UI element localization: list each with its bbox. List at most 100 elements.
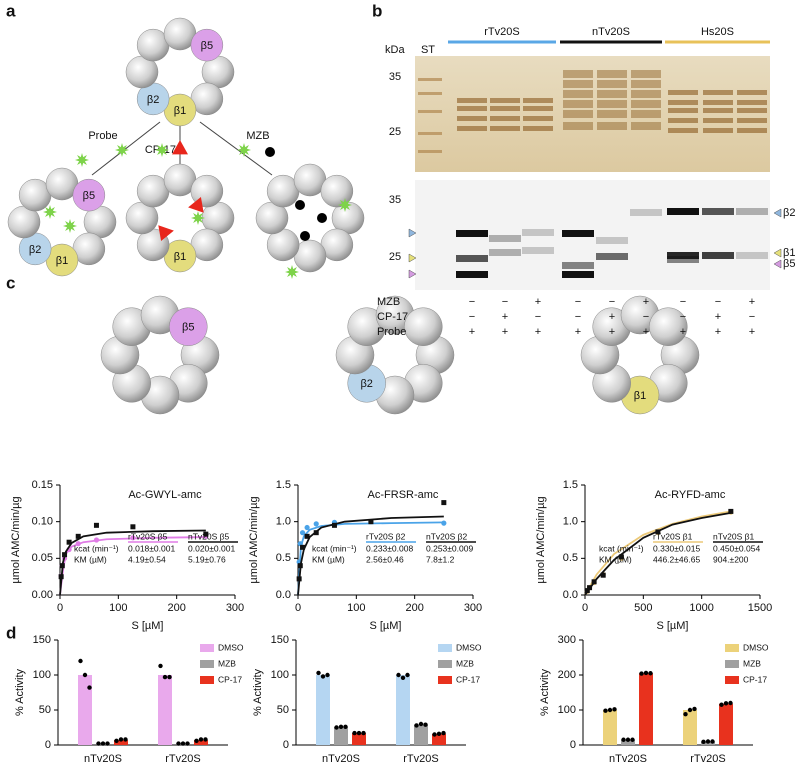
bar xyxy=(114,740,128,745)
gel-band xyxy=(597,90,627,98)
legend-label: DMSO xyxy=(218,642,244,652)
subunit-sphere xyxy=(649,307,688,346)
marker-label: 35 xyxy=(389,71,401,83)
x-tick-label: 0 xyxy=(582,602,588,614)
gel-band xyxy=(668,118,698,123)
y-axis-label: µmol AMC/min/µg xyxy=(10,496,22,583)
panel-label: d xyxy=(6,623,16,642)
row-cell: + xyxy=(715,326,721,338)
x-tick-label: 0 xyxy=(295,602,301,614)
ladder-band xyxy=(418,78,442,81)
replicate-dot xyxy=(710,739,715,744)
replicate-dot xyxy=(162,674,168,680)
data-point xyxy=(441,520,447,526)
replicate-dot xyxy=(405,672,410,678)
legend-label: MZB xyxy=(218,658,236,668)
gel-band xyxy=(667,256,699,263)
replicate-dot xyxy=(96,741,101,746)
y-tick-label: 300 xyxy=(558,634,576,646)
x-axis-label: S [µM] xyxy=(656,620,688,632)
gel-band xyxy=(631,70,661,78)
gel-band xyxy=(703,118,733,123)
row-cell: + xyxy=(609,326,615,338)
gel-band xyxy=(668,90,698,95)
x-tick-label: 1500 xyxy=(748,602,772,614)
probe-icon xyxy=(63,219,77,233)
replicate-dot xyxy=(630,737,635,742)
replicate-dot xyxy=(621,737,626,742)
y-tick-label: 100 xyxy=(271,669,289,681)
group-label: Hs20S xyxy=(701,26,734,38)
data-point xyxy=(368,519,374,525)
data-point xyxy=(618,554,624,560)
row-cell: + xyxy=(502,311,508,323)
data-point xyxy=(75,541,81,547)
subunit-sphere xyxy=(169,307,208,346)
y-tick-label: 0 xyxy=(570,739,576,751)
row-cell: + xyxy=(469,326,475,338)
legend-swatch xyxy=(725,644,739,652)
row-cell: + xyxy=(643,326,649,338)
fit-line xyxy=(584,511,731,596)
row-cell: + xyxy=(715,311,721,323)
subunit-label: β1 xyxy=(174,251,186,263)
gel-band xyxy=(456,255,488,262)
probe-icon xyxy=(43,205,57,219)
legend-label: CP-17 xyxy=(456,674,480,684)
row-cell: − xyxy=(643,311,649,323)
replicate-dot xyxy=(441,730,446,736)
x-tick-label: nTv20S xyxy=(322,753,360,765)
band-marker xyxy=(408,269,417,279)
replicate-dot xyxy=(418,721,424,727)
ladder-band xyxy=(418,132,442,135)
gel-band xyxy=(490,116,520,121)
replicate-dot xyxy=(82,672,88,678)
gel-band xyxy=(523,116,553,121)
ladder-band xyxy=(418,150,442,153)
replicate-dot xyxy=(203,737,208,742)
replicate-dot xyxy=(198,737,204,742)
replicate-dot xyxy=(343,724,348,729)
replicate-dot xyxy=(423,722,428,727)
x-tick-label: rTv20S xyxy=(403,753,438,765)
data-point xyxy=(297,563,303,569)
gel-band xyxy=(522,229,554,236)
gel-band xyxy=(562,230,594,237)
gel-band xyxy=(702,208,734,215)
y-tick-label: 1.5 xyxy=(563,479,578,491)
row-cell: + xyxy=(749,296,755,308)
replicate-dot xyxy=(352,730,357,736)
replicate-dot xyxy=(643,670,649,676)
legend-label: CP-17 xyxy=(743,674,767,684)
kinetic-value: 0.450±0.054 xyxy=(713,543,760,553)
unit-label: kDa xyxy=(385,44,405,56)
y-tick-label: 100 xyxy=(33,669,51,681)
ladder-label: ST xyxy=(421,44,435,56)
legend-swatch xyxy=(200,644,214,652)
gel-band xyxy=(523,98,553,103)
replicate-dot xyxy=(607,707,613,713)
y-tick-label: 50 xyxy=(39,704,51,716)
row-cell: + xyxy=(502,326,508,338)
replicate-dot xyxy=(167,674,172,680)
bar xyxy=(396,675,410,745)
gel-band xyxy=(737,100,767,105)
subunit-label: β1 xyxy=(56,255,68,267)
gel-band xyxy=(597,110,627,118)
gel-band xyxy=(668,100,698,105)
bar xyxy=(639,673,653,745)
fit-line xyxy=(584,510,731,596)
probe-icon xyxy=(75,153,89,167)
data-point xyxy=(58,574,64,580)
kinetic-value: 904.±200 xyxy=(713,554,749,564)
row-cell: − xyxy=(469,296,475,308)
gel-band xyxy=(736,208,768,215)
gel-band xyxy=(562,262,594,269)
panel-label: b xyxy=(372,1,382,20)
replicate-dot xyxy=(114,738,119,743)
arrow xyxy=(199,121,273,176)
row-cell: − xyxy=(469,311,475,323)
replicate-dot xyxy=(78,658,83,664)
replicate-dot xyxy=(396,672,401,678)
